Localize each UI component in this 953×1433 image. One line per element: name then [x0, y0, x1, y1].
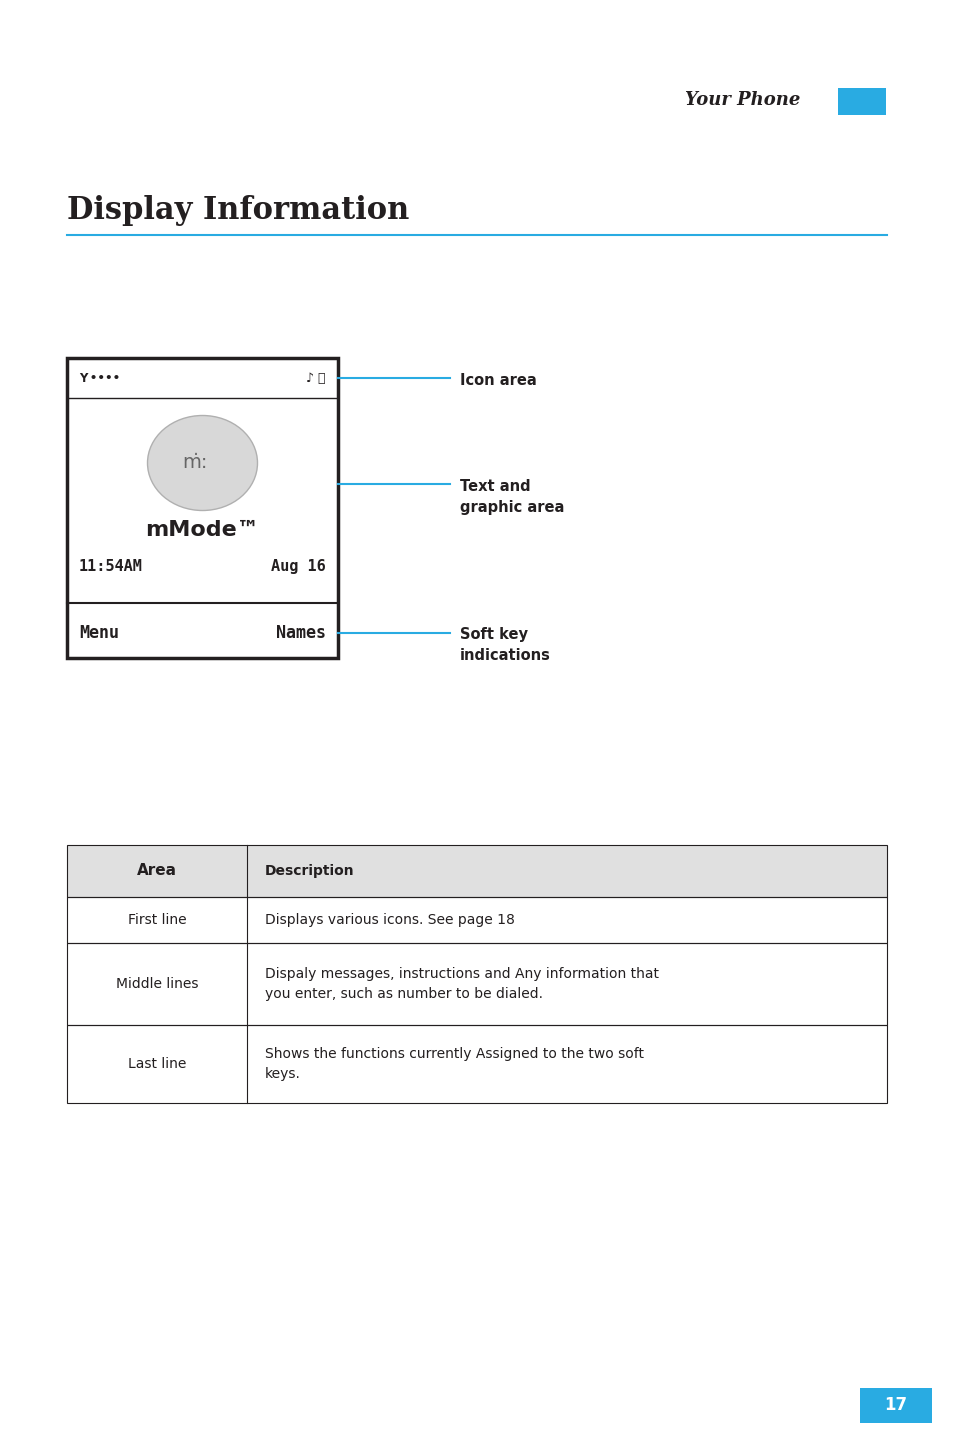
- Text: 17: 17: [883, 1397, 906, 1414]
- Text: Display Information: Display Information: [67, 195, 409, 225]
- Text: ṁ:: ṁ:: [182, 453, 207, 473]
- Bar: [837, 87, 885, 115]
- Text: ♪ ⎕: ♪ ⎕: [306, 371, 326, 384]
- Text: Displays various icons. See page 18: Displays various icons. See page 18: [265, 913, 515, 927]
- Text: Soft key
indications: Soft key indications: [459, 628, 550, 663]
- Text: Your Phone: Your Phone: [684, 92, 800, 109]
- Ellipse shape: [148, 416, 257, 510]
- Bar: [67, 845, 886, 897]
- Text: First line: First line: [128, 913, 186, 927]
- Text: Icon area: Icon area: [459, 373, 537, 388]
- Bar: [67, 845, 886, 897]
- Text: Description: Description: [265, 864, 355, 878]
- Text: Shows the functions currently Assigned to the two soft
keys.: Shows the functions currently Assigned t…: [265, 1048, 643, 1080]
- Bar: [67, 897, 886, 943]
- Text: Y ••••: Y ••••: [79, 371, 120, 384]
- Text: Names: Names: [275, 623, 326, 642]
- Bar: [67, 1025, 886, 1103]
- Text: Last line: Last line: [128, 1058, 186, 1070]
- Text: Area: Area: [137, 864, 177, 878]
- Bar: [67, 943, 886, 1025]
- Bar: [859, 1389, 931, 1423]
- Text: Menu: Menu: [79, 623, 119, 642]
- Text: 11:54AM: 11:54AM: [79, 559, 143, 575]
- Text: Text and
graphic area: Text and graphic area: [459, 479, 564, 514]
- Text: Aug 16: Aug 16: [271, 559, 326, 575]
- Text: mMode™: mMode™: [146, 520, 259, 540]
- Text: Middle lines: Middle lines: [115, 977, 198, 992]
- Text: Dispaly messages, instructions and Any information that
you enter, such as numbe: Dispaly messages, instructions and Any i…: [265, 967, 659, 1000]
- Bar: [67, 358, 337, 658]
